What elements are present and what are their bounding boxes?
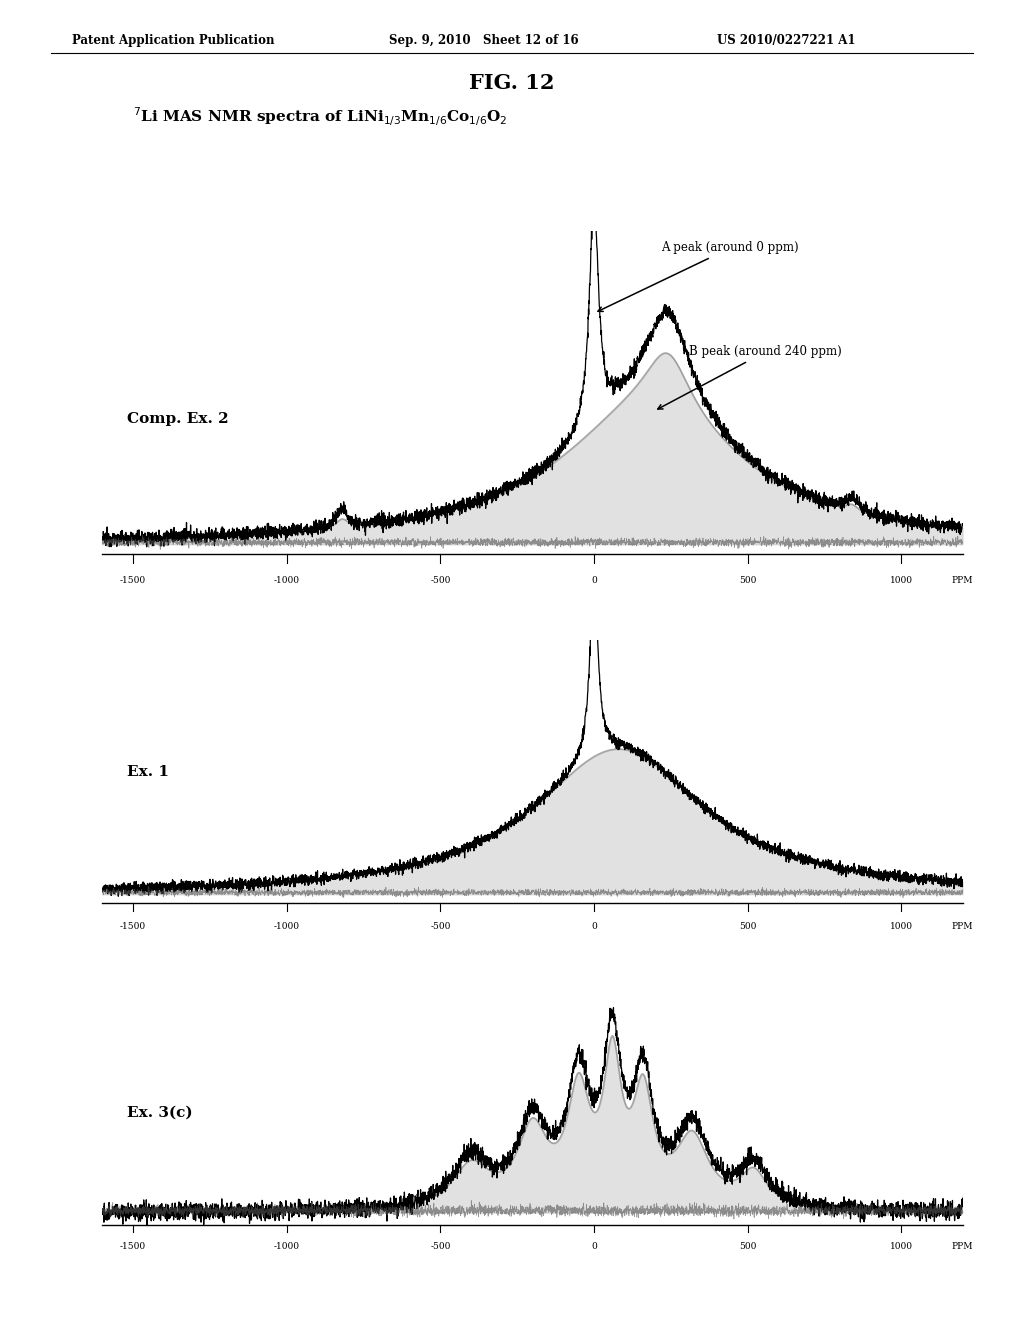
Text: $^7$Li MAS NMR spectra of LiNi$_{1/3}$Mn$_{1/6}$Co$_{1/6}$O$_2$: $^7$Li MAS NMR spectra of LiNi$_{1/3}$Mn… xyxy=(133,106,508,128)
Text: B peak (around 240 ppm): B peak (around 240 ppm) xyxy=(657,346,842,409)
Text: 0: 0 xyxy=(591,921,597,931)
Text: 1000: 1000 xyxy=(890,921,912,931)
Text: 500: 500 xyxy=(739,577,756,585)
Text: -1500: -1500 xyxy=(120,1242,146,1251)
Text: 0: 0 xyxy=(591,1242,597,1251)
Text: PPM: PPM xyxy=(952,921,973,931)
Text: A peak (around 0 ppm): A peak (around 0 ppm) xyxy=(598,242,799,312)
Text: 0: 0 xyxy=(591,577,597,585)
Text: -1500: -1500 xyxy=(120,577,146,585)
Text: -1000: -1000 xyxy=(273,1242,300,1251)
Text: -500: -500 xyxy=(430,921,451,931)
Text: 1000: 1000 xyxy=(890,1242,912,1251)
Text: Patent Application Publication: Patent Application Publication xyxy=(72,34,274,48)
Text: Ex. 3(c): Ex. 3(c) xyxy=(127,1106,193,1119)
Text: 500: 500 xyxy=(739,1242,756,1251)
Text: US 2010/0227221 A1: US 2010/0227221 A1 xyxy=(717,34,855,48)
Text: Ex. 1: Ex. 1 xyxy=(127,766,169,779)
Text: FIG. 12: FIG. 12 xyxy=(469,73,555,92)
Text: -500: -500 xyxy=(430,1242,451,1251)
Text: 1000: 1000 xyxy=(890,577,912,585)
Text: -1500: -1500 xyxy=(120,921,146,931)
Text: PPM: PPM xyxy=(952,1242,973,1251)
Text: Sep. 9, 2010   Sheet 12 of 16: Sep. 9, 2010 Sheet 12 of 16 xyxy=(389,34,579,48)
Text: -500: -500 xyxy=(430,577,451,585)
Text: 500: 500 xyxy=(739,921,756,931)
Text: -1000: -1000 xyxy=(273,921,300,931)
Text: -1000: -1000 xyxy=(273,577,300,585)
Text: PPM: PPM xyxy=(952,577,973,585)
Text: Comp. Ex. 2: Comp. Ex. 2 xyxy=(127,412,228,426)
